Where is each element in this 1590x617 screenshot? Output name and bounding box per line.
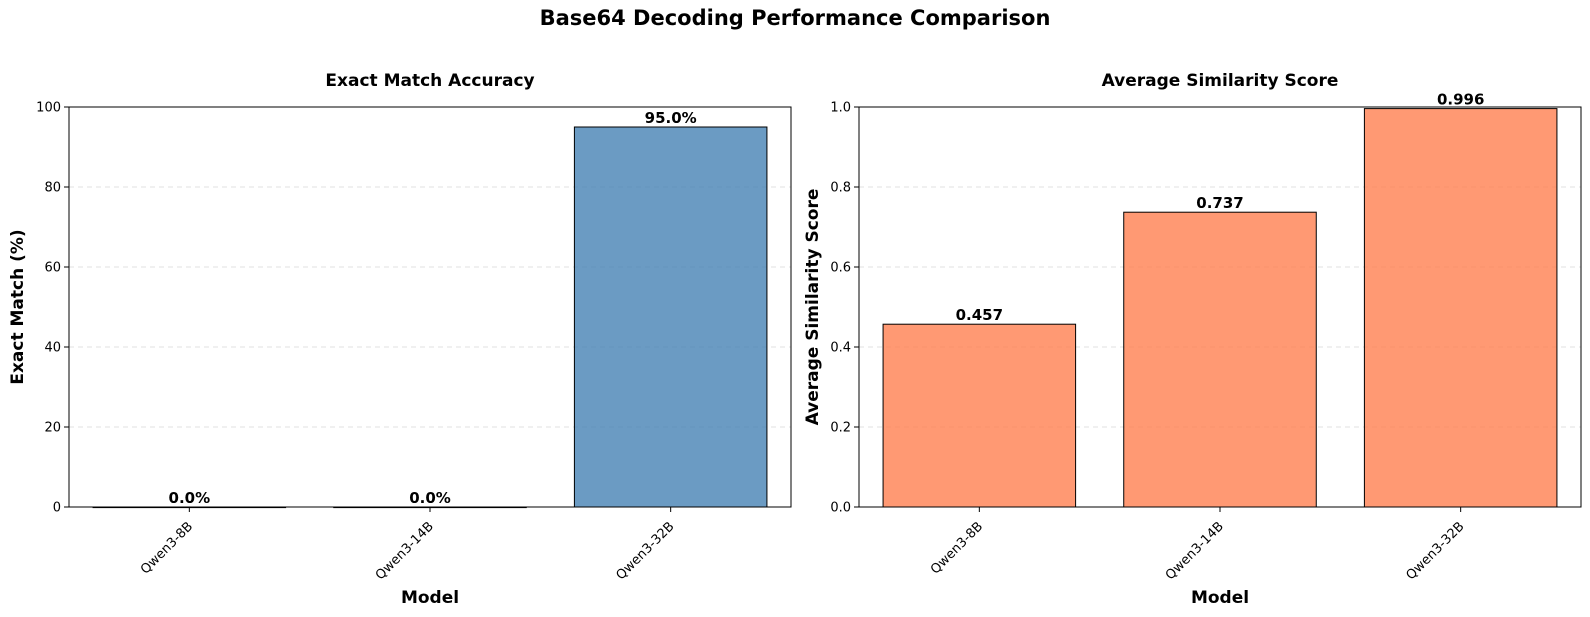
data-label: 0.0% [409, 489, 451, 507]
data-label: 0.0% [169, 489, 211, 507]
x-tick-label: Qwen3-32B [1403, 519, 1467, 583]
x-axis-label: Model [1191, 588, 1249, 608]
bar [1123, 211, 1317, 508]
x-tick-label: Qwen3-32B [613, 519, 677, 583]
bar [573, 126, 768, 508]
chart-exact-match: 0 20 40 60 80 100 Qwen3-8B Qwen3-14B Qwen3-32B 0.… [8, 71, 792, 608]
bar [1363, 108, 1558, 508]
y-tick-label: 0.8 [830, 181, 851, 196]
x-tick-label: Qwen3-8B [928, 519, 986, 577]
y-tick-label: 20 [44, 421, 61, 436]
y-tick-label: 100 [36, 101, 61, 116]
bar [882, 323, 1077, 508]
y-tick-label: 0.4 [830, 341, 851, 356]
y-tick-label: 0.2 [830, 421, 851, 436]
y-tick-label: 0.0 [830, 501, 851, 516]
y-tick-label: 0 [53, 501, 61, 516]
chart-title: Exact Match Accuracy [325, 71, 534, 91]
x-axis-label: Model [401, 588, 459, 608]
x-tick-label: Qwen3-14B [1163, 519, 1227, 583]
figure-title: Base64 Decoding Performance Comparison [539, 6, 1051, 30]
y-tick-label: 1.0 [830, 101, 851, 116]
y-axis-label: Average Similarity Score [803, 189, 823, 426]
data-label: 95.0% [645, 109, 697, 127]
x-tick-label: Qwen3-8B [138, 519, 196, 577]
data-label: 0.457 [956, 306, 1003, 324]
x-tick-label: Qwen3-14B [373, 519, 437, 583]
chart-similarity: 0.0 0.2 0.4 0.6 0.8 1.0 Qwen3-8B Qwen3-14B Qwen3… [803, 71, 1582, 608]
data-label: 0.737 [1196, 194, 1243, 212]
y-axis-label: Exact Match (%) [8, 229, 28, 384]
y-tick-label: 60 [44, 261, 61, 276]
y-tick-label: 0.6 [830, 261, 851, 276]
y-tick-label: 40 [44, 341, 61, 356]
data-label: 0.996 [1437, 91, 1484, 109]
chart-title: Average Similarity Score [1102, 71, 1339, 91]
y-tick-label: 80 [44, 181, 61, 196]
